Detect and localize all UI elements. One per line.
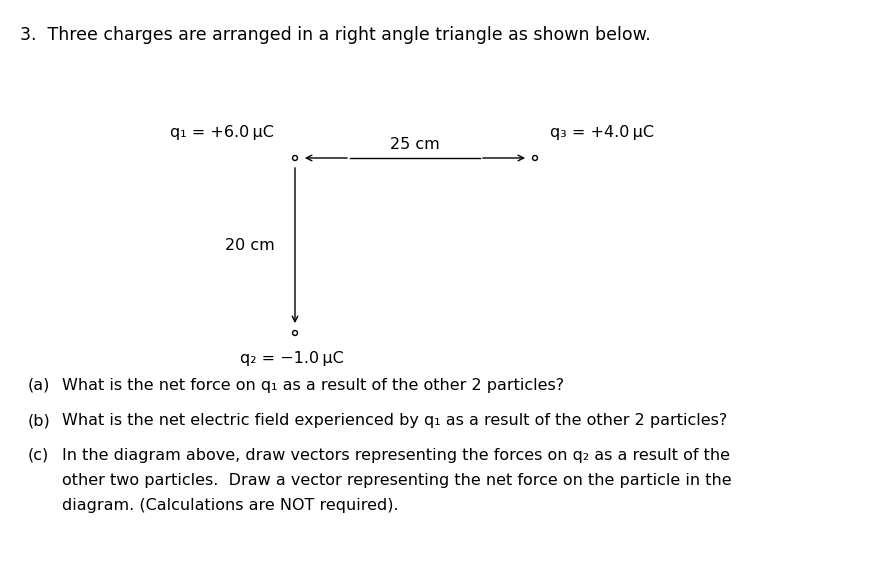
Text: What is the net force on q₁ as a result of the other 2 particles?: What is the net force on q₁ as a result … xyxy=(62,378,564,393)
Text: (c): (c) xyxy=(28,448,50,463)
Text: q₁ = +6.0 μC: q₁ = +6.0 μC xyxy=(170,125,273,140)
Text: (a): (a) xyxy=(28,378,51,393)
Text: other two particles.  Draw a vector representing the net force on the particle i: other two particles. Draw a vector repre… xyxy=(62,473,732,488)
Text: (b): (b) xyxy=(28,413,51,428)
Text: 20 cm: 20 cm xyxy=(226,238,275,253)
Text: In the diagram above, draw vectors representing the forces on q₂ as a result of : In the diagram above, draw vectors repre… xyxy=(62,448,730,463)
Text: 3.  Three charges are arranged in a right angle triangle as shown below.: 3. Three charges are arranged in a right… xyxy=(20,26,651,44)
Text: What is the net electric field experienced by q₁ as a result of the other 2 part: What is the net electric field experienc… xyxy=(62,413,727,428)
Text: q₂ = −1.0 μC: q₂ = −1.0 μC xyxy=(240,351,344,366)
Text: 25 cm: 25 cm xyxy=(390,137,440,152)
Text: diagram. (Calculations are NOT required).: diagram. (Calculations are NOT required)… xyxy=(62,498,399,513)
Text: q₃ = +4.0 μC: q₃ = +4.0 μC xyxy=(550,125,654,140)
